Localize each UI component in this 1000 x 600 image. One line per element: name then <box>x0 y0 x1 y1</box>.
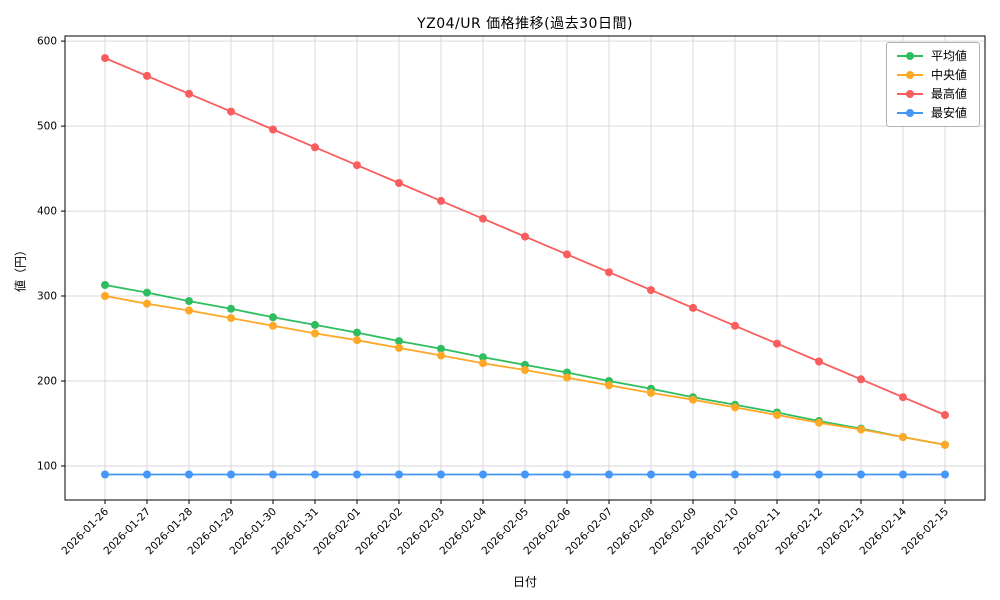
svg-text:500: 500 <box>37 121 57 133</box>
legend-dot-median <box>905 71 914 79</box>
x-axis-label: 日付 <box>512 575 537 589</box>
legend: 平均値 中央値 最高値 最安値 <box>885 42 980 127</box>
series-1 <box>101 292 949 449</box>
series-3 <box>101 470 949 479</box>
svg-text:200: 200 <box>37 376 57 388</box>
legend-dot-max <box>905 90 914 98</box>
svg-text:300: 300 <box>37 291 57 303</box>
legend-label-mean: 平均値 <box>930 49 967 63</box>
legend-item-median: 中央値 <box>896 68 967 82</box>
y-tick-labels: 100 200 300 400 500 600 <box>37 36 57 473</box>
y-axis-label: 値（円） <box>13 243 28 293</box>
svg-text:100: 100 <box>37 461 57 473</box>
tick-marks <box>61 40 946 504</box>
legend-line-marker-max <box>896 90 923 98</box>
legend-label-max: 最高値 <box>930 87 967 101</box>
x-tick-labels: 2026-01-262026-01-272026-01-282026-01-29… <box>59 505 951 557</box>
legend-item-mean: 平均値 <box>896 49 967 63</box>
svg-text:600: 600 <box>37 36 57 48</box>
legend-label-min: 最安値 <box>930 106 967 120</box>
legend-dot-min <box>905 109 914 117</box>
svg-text:400: 400 <box>37 206 57 218</box>
legend-item-max: 最高値 <box>896 87 967 101</box>
series-2 <box>101 54 949 419</box>
legend-line-marker-median <box>896 71 923 79</box>
legend-line-marker-min <box>896 109 923 117</box>
legend-line-marker-mean <box>896 52 923 60</box>
legend-dot-mean <box>905 52 914 60</box>
legend-item-min: 最安値 <box>896 106 967 120</box>
legend-label-median: 中央値 <box>930 68 967 82</box>
gridlines <box>65 36 985 500</box>
chart-title: YZ04/UR 価格推移(過去30日間) <box>417 16 633 32</box>
